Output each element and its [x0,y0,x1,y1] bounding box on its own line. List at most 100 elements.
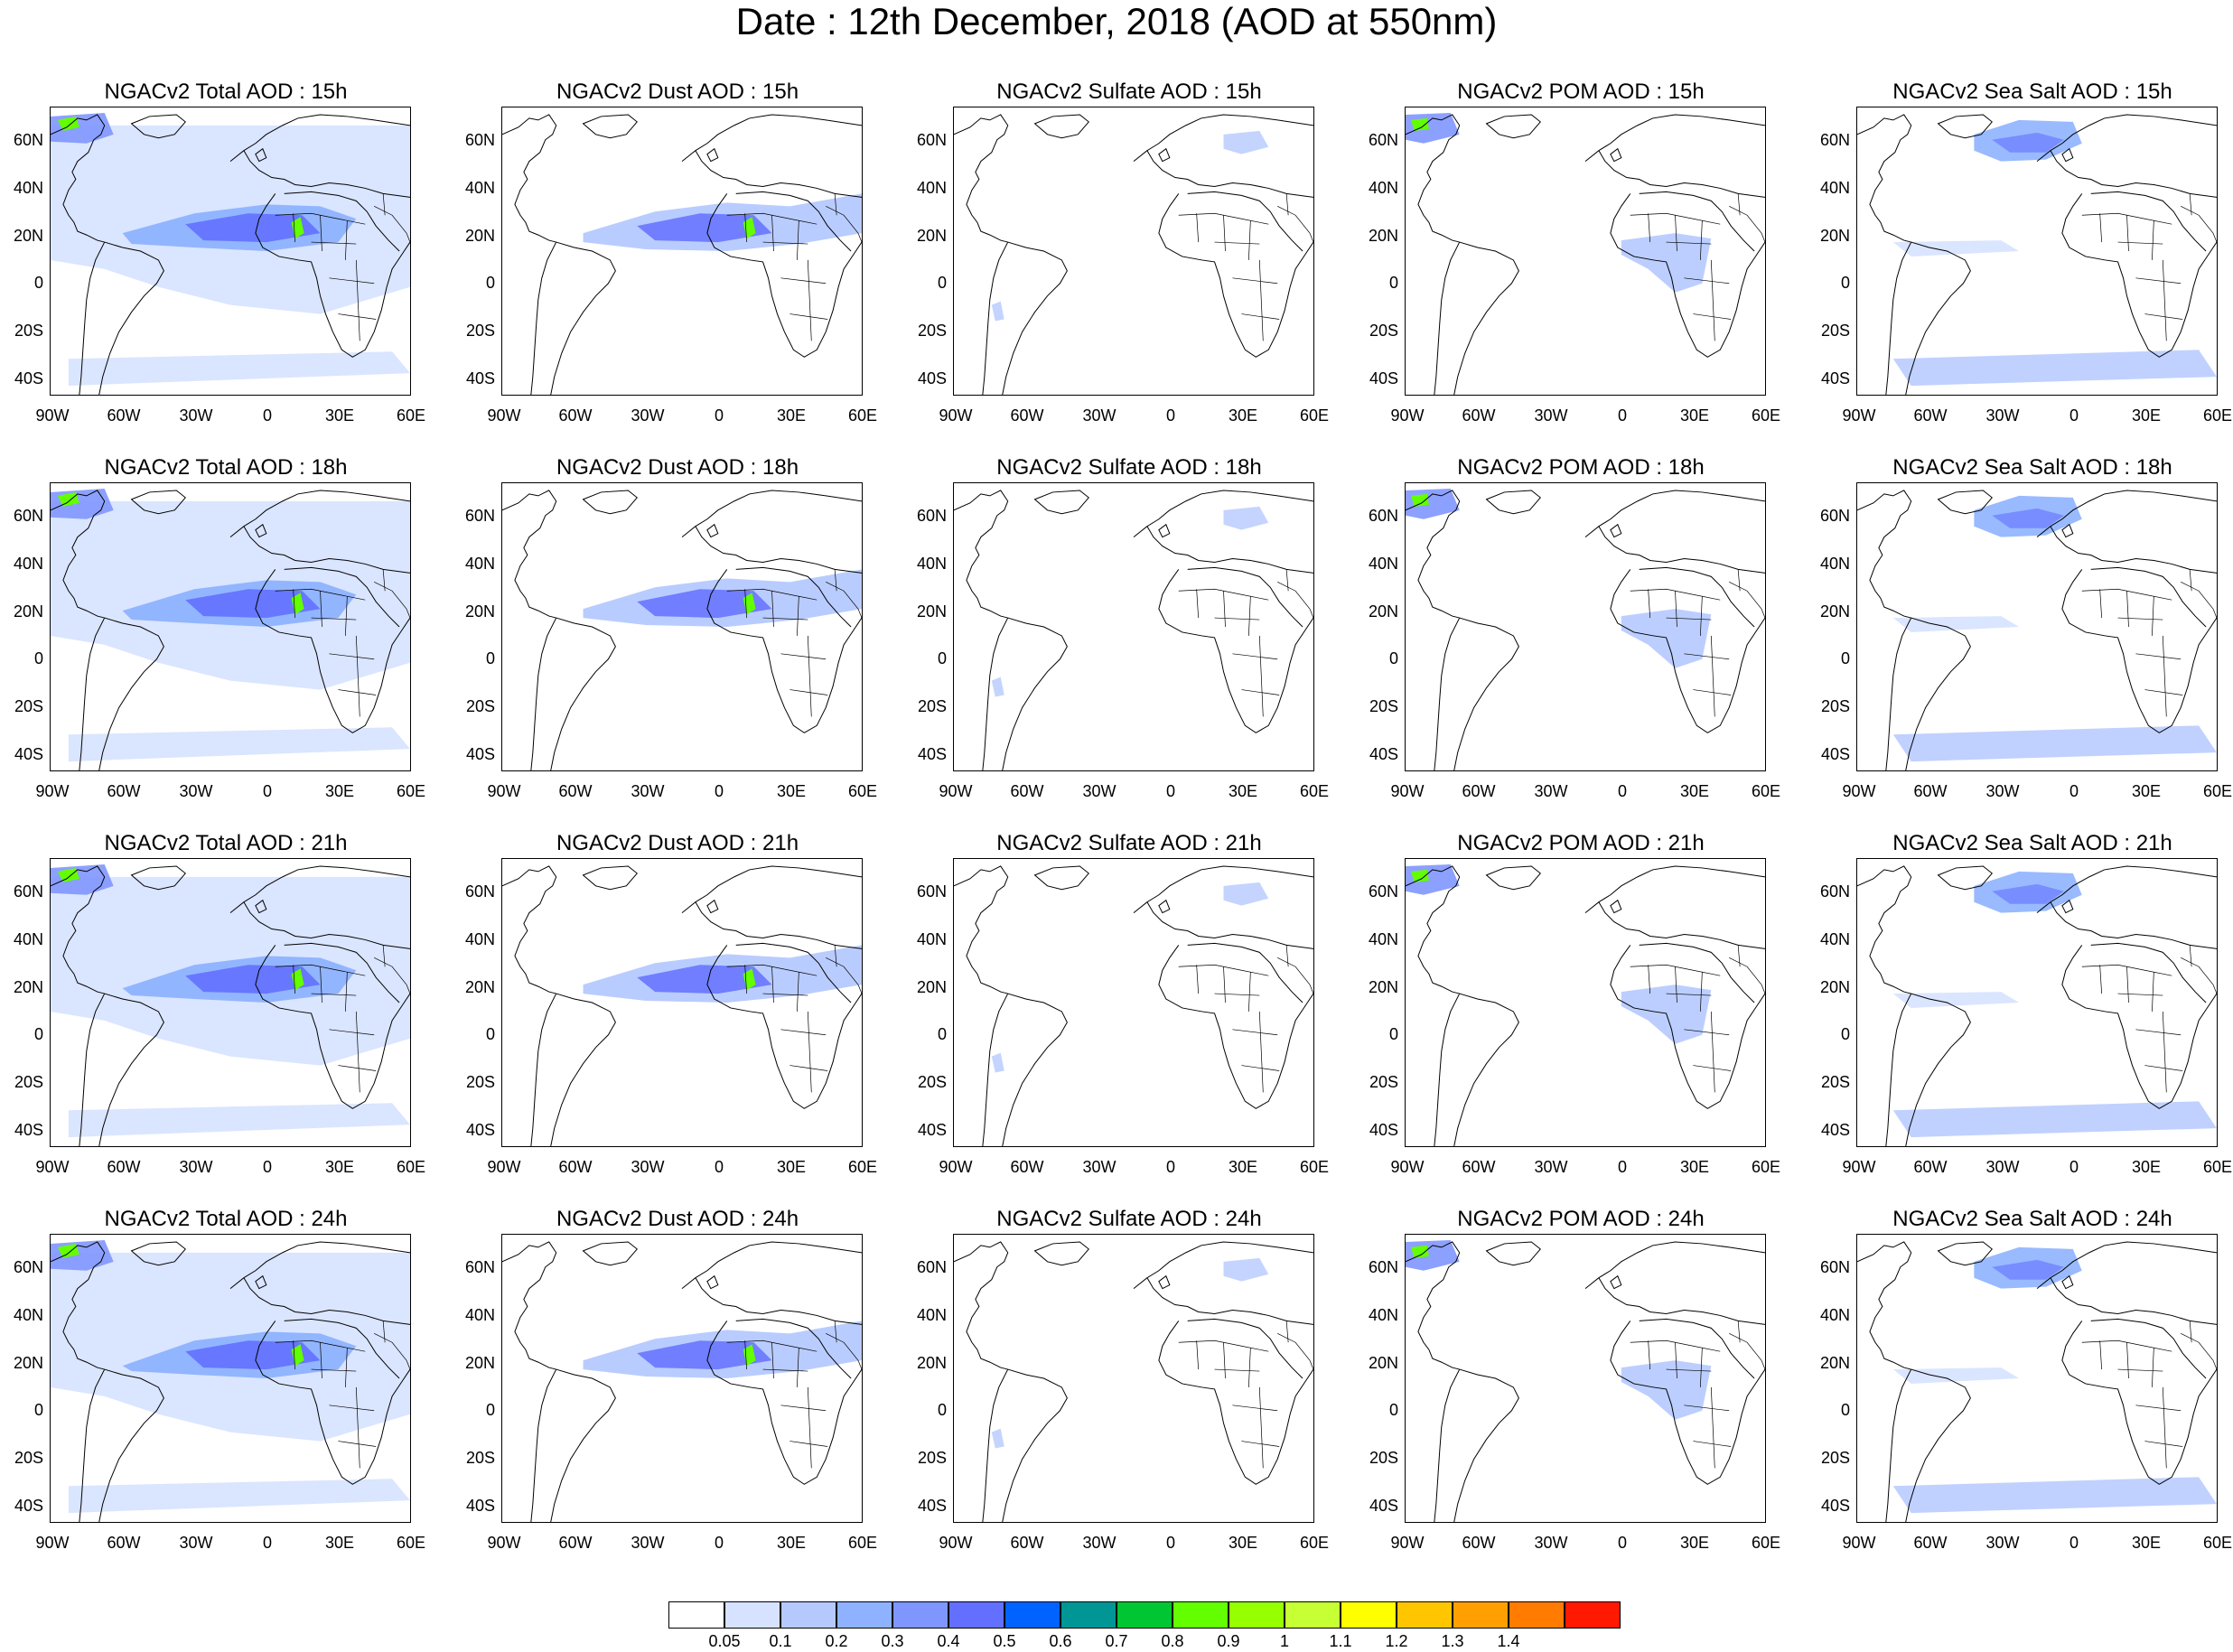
lon-tick-label: 0 [2069,1158,2079,1176]
lon-tick-label: 30W [631,782,665,800]
map-panel-sea-salt-4: NGACv2 Sea Salt AOD : 24h 60N 40N 20N 0 20S 40… [1807,1207,2232,1568]
lat-tick-label: 20N [464,1354,495,1372]
panel-title: NGACv2 POM AOD : 18h [1457,455,1705,480]
lat-tick-label: 20S [1369,1449,1398,1467]
lat-tick-label: 60N [464,882,495,901]
lat-tick-label: 40N [13,555,43,573]
lon-tick-label: 0 [1165,1158,1175,1176]
colorbar-swatch [1285,1601,1341,1629]
colorbar-tick-label: 1.4 [1497,1632,1520,1650]
colorbar-tick-label: 1.1 [1329,1632,1352,1650]
lat-tick-label: 60N [1819,131,1850,149]
coastline-outline [502,114,862,395]
lat-tick-label: 60N [13,1258,43,1276]
aod-north-hotspot [57,491,79,507]
lat-tick-label: 20S [1820,1449,1850,1467]
lat-tick-label: 40N [13,930,43,948]
lon-tick-label: 30E [2131,406,2162,425]
map-canvas [502,490,862,770]
coastline-outline [502,490,862,770]
map-canvas [1406,1239,1765,1522]
lat-tick-label: 40N [1819,930,1850,948]
lat-tick-label: 40N [464,555,495,573]
panel-title: NGACv2 POM AOD : 21h [1457,831,1705,855]
lat-tick-label: 60N [13,507,43,525]
map-panel-total-3: NGACv2 Total AOD : 21h 60N 40N 20N 0 20S 40S 90… [0,831,425,1192]
map-panel-sulfate-2: NGACv2 Sulfate AOD : 18h 60N 40N 20N 0 20S 40S… [903,455,1329,817]
lat-tick-label: 0 [33,1025,43,1043]
lon-tick-label: 30W [631,406,665,425]
lat-tick-label: 60N [1819,1258,1850,1276]
lat-tick-label: 20N [1368,978,1398,996]
lat-tick-label: 0 [937,1025,947,1043]
map-canvas [1406,112,1765,395]
aod-dust-core [185,1340,321,1370]
aod-southern-ocean-band [68,351,410,387]
lat-tick-label: 40S [14,1497,43,1515]
aod-seasalt-southern-band [1892,350,2217,387]
lon-tick-label: 30W [179,406,213,425]
colorbar-swatch [1397,1601,1453,1629]
lon-tick-label: 60W [1913,1158,1948,1176]
lon-tick-label: 30W [1534,1158,1568,1176]
map-canvas [1406,488,1765,770]
lon-tick-label: 60E [396,406,426,425]
colorbar-swatch [668,1601,724,1629]
map-canvas [1857,1241,2217,1522]
colorbar-tick-label: 0.4 [937,1632,960,1650]
lat-tick-label: 0 [485,649,495,667]
colorbar-swatch [1060,1601,1116,1629]
lat-tick-label: 40S [1820,1497,1850,1515]
aod-north-hotspot [57,116,79,131]
lat-tick-label: 60N [464,1258,495,1276]
aod-pom-north-hotspot [1410,869,1429,882]
lat-tick-label: 20N [464,602,495,621]
map-panel-pom-1: NGACv2 POM AOD : 15h 60N 40N 20N 0 20S 40S 90W 6… [1355,79,1780,441]
lat-tick-label: 20N [1819,978,1850,996]
lon-tick-label: 60W [1462,1158,1496,1176]
lat-tick-label: 20N [13,978,43,996]
lon-tick-label: 60W [1010,1158,1044,1176]
aod-dust-core [185,965,321,994]
lon-tick-label: 60E [847,1158,878,1176]
lon-tick-label: 30E [776,406,807,425]
lon-tick-label: 0 [1617,1158,1627,1176]
map-panel-pom-3: NGACv2 POM AOD : 21h 60N 40N 20N 0 20S 40S 90W 6… [1355,831,1780,1192]
aod-sulfate-spot [991,1052,1004,1073]
map-panel-dust-3: NGACv2 Dust AOD : 21h 60N 40N 20N 0 20S 40S 90W… [452,831,877,1192]
colorbar-swatch [948,1601,1004,1629]
lon-tick-label: 60W [1010,782,1044,800]
aod-pom-north-plume [1406,863,1460,895]
lat-tick-label: 0 [1840,649,1850,667]
aod-seasalt-southern-band [1892,1477,2217,1514]
map-canvas [954,1241,1313,1522]
lat-tick-label: 20N [1819,602,1850,621]
lon-tick-label: 0 [1165,406,1175,425]
lon-tick-label: 0 [2069,1534,2079,1552]
lon-tick-label: 30E [324,782,355,800]
lat-tick-label: 20N [13,227,43,245]
lon-tick-label: 60W [558,406,593,425]
lat-tick-label: 60N [916,131,947,149]
lat-tick-label: 0 [1840,274,1850,292]
map-area [953,482,1314,771]
lon-tick-label: 30W [1534,1534,1568,1552]
lon-tick-label: 0 [714,782,724,800]
lat-tick-label: 20N [13,1354,43,1372]
lon-tick-label: 90W [487,1158,521,1176]
lat-tick-label: 20S [1820,1073,1850,1091]
lat-tick-label: 0 [33,274,43,292]
lon-tick-label: 0 [262,1534,272,1552]
lon-tick-label: 90W [35,1158,70,1176]
aod-sulfate-spot [991,677,1004,697]
lon-tick-label: 60E [1299,406,1330,425]
colorbar-swatch [724,1601,780,1629]
lon-tick-label: 60E [1751,1158,1781,1176]
lat-tick-label: 20N [1819,227,1850,245]
colorbar-tick-label: 0.3 [881,1632,904,1650]
lat-tick-label: 60N [916,1258,947,1276]
lon-tick-label: 0 [714,1158,724,1176]
lon-tick-label: 0 [714,406,724,425]
panel-title: NGACv2 POM AOD : 24h [1457,1207,1705,1231]
lat-tick-label: 40N [1819,1306,1850,1324]
